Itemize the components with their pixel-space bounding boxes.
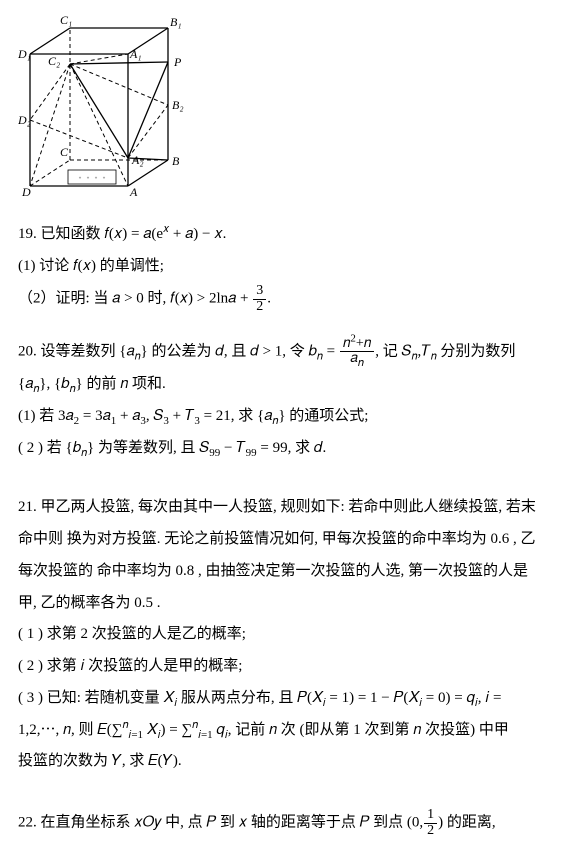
q22-l1a: 22. 在直角坐标系 𝑥𝑂𝑦 中, 点 𝑃 到 𝑥 轴的距离等于点 𝑃 到点 (… xyxy=(18,815,423,831)
q21-p3b: 服从两点分布, 且 𝑃(𝑋 xyxy=(177,690,323,706)
q21-part2: ( 2 ) 求第 𝑖 次投篮的人是甲的概率; xyxy=(18,653,548,681)
q20-stem-l2: {𝑎𝑛}, {𝑏𝑛} 的前 𝑛 项和. xyxy=(18,371,548,399)
q21-p4a: 1,2,⋯, 𝑛, 则 𝐸(∑ xyxy=(18,722,123,738)
q20-fd-a: 𝑎 xyxy=(350,351,358,366)
svg-text:A: A xyxy=(129,185,138,199)
q21-p3d: = 0) = 𝑞 xyxy=(422,690,475,706)
q20-s-a: 20. 设等差数列 {𝑎 xyxy=(18,343,135,359)
q20-p1g: } 的通项公式; xyxy=(278,408,368,424)
q19-p2b: . xyxy=(267,291,271,307)
q20-fn-c: +𝑛 xyxy=(356,336,371,351)
q19-part1: (1) 讨论 𝑓(𝑥) 的单调性; xyxy=(18,253,548,281)
q21-part3-l3: 投篮的次数为 𝑌, 求 𝐸(𝑌). xyxy=(18,748,548,776)
svg-text:﹡﹡﹡﹡: ﹡﹡﹡﹡ xyxy=(76,174,108,183)
q20-stem-l1: 20. 设等差数列 {𝑎𝑛} 的公差为 𝑑, 且 𝑑 > 1, 令 𝑏𝑛 = 𝑛… xyxy=(18,337,548,367)
q20-s-f: 分别为数列 xyxy=(437,343,516,359)
q20-part1: (1) 若 3𝑎2 = 3𝑎1 + 𝑎3, 𝑆3 + 𝑇3 = 21, 求 {𝑎… xyxy=(18,403,548,431)
q20-p1b: = 3𝑎 xyxy=(79,408,111,424)
q20-p2b: } 为等差数列, 且 𝑆 xyxy=(87,440,209,456)
svg-text:A₂: A₂ xyxy=(131,153,144,167)
q20-p1c: + 𝑎 xyxy=(116,408,140,424)
q19-stem-t1: 19. 已知函数 𝑓(𝑥) = 𝑎(e xyxy=(18,226,163,242)
q20-s-c: = xyxy=(323,343,339,359)
q21-p4-low2: 𝑖=1 xyxy=(198,729,213,741)
q19-frac-den: 2 xyxy=(253,300,266,315)
q19-part2: （2）证明: 当 𝑎 > 0 时, 𝑓(𝑥) > 2ln𝑎 + 32. xyxy=(18,284,548,314)
q21-p3c: = 1) = 1 − 𝑃(𝑋 xyxy=(326,690,420,706)
q19-frac: 32 xyxy=(253,284,266,314)
q19-p2a: （2）证明: 当 𝑎 > 0 时, 𝑓(𝑥) > 2ln𝑎 + xyxy=(18,291,252,307)
q21-p4e: , 记前 𝑛 次 (即从第 1 次到第 𝑛 次投篮) 中甲 xyxy=(228,722,509,738)
q20-fd-n: 𝑛 xyxy=(358,357,364,369)
q20-l2b: }, {𝑏 xyxy=(39,376,69,392)
prism-figure: D A B C D₁ A₁ B₁ C₁ A₂ B₂ C₂ D₂ P ﹡﹡﹡﹡ xyxy=(18,10,548,211)
q22-l1b: ) 的距离, xyxy=(438,815,496,831)
q20-s-b: } 的公差为 𝑑, 且 𝑑 > 1, 令 𝑏 xyxy=(141,343,317,359)
q20-s-e: ,𝑇 xyxy=(417,343,430,359)
q20-frac: 𝑛2+𝑛𝑎𝑛 xyxy=(340,337,374,367)
svg-text:D₂: D₂ xyxy=(18,113,31,127)
q21-l1: 21. 甲乙两人投篮, 每次由其中一人投篮, 规则如下: 若命中则此人继续投篮,… xyxy=(18,494,548,522)
q22-l1: 22. 在直角坐标系 𝑥𝑂𝑦 中, 点 𝑃 到 𝑥 轴的距离等于点 𝑃 到点 (… xyxy=(18,808,548,838)
q20-p1f: = 21, 求 {𝑎 xyxy=(200,408,273,424)
q21-p4-low1: 𝑖=1 xyxy=(128,729,143,741)
prism-svg: D A B C D₁ A₁ B₁ C₁ A₂ B₂ C₂ D₂ P ﹡﹡﹡﹡ xyxy=(18,10,186,200)
q20-part2: ( 2 ) 若 {𝑏𝑛} 为等差数列, 且 𝑆99 − 𝑇99 = 99, 求 … xyxy=(18,435,548,463)
svg-text:D₁: D₁ xyxy=(18,47,31,61)
svg-text:C: C xyxy=(60,145,69,159)
q20-p2-t99: 99 xyxy=(246,447,257,459)
q20-p2d: = 99, 求 𝑑. xyxy=(257,440,327,456)
q20-frac-den: 𝑎𝑛 xyxy=(340,352,374,367)
q21-p4b: 𝑋 xyxy=(143,722,158,738)
q21-part1: ( 1 ) 求第 2 次投篮的人是乙的概率; xyxy=(18,621,548,649)
q21-p4d: 𝑞 xyxy=(213,722,225,738)
q22-frac-num: 1 xyxy=(424,808,437,824)
q20-frac-num: 𝑛2+𝑛 xyxy=(340,337,374,353)
svg-text:D: D xyxy=(21,185,31,199)
q21-p4c: ) = ∑ xyxy=(160,722,192,738)
q20-p1d: , 𝑆 xyxy=(146,408,164,424)
q21-part3-l1: ( 3 ) 已知: 若随机变量 𝑋𝑖 服从两点分布, 且 𝑃(𝑋𝑖 = 1) =… xyxy=(18,685,548,713)
q20-p2a: ( 2 ) 若 {𝑏 xyxy=(18,440,81,456)
q20-p2-s99: 99 xyxy=(209,447,220,459)
svg-text:C₂: C₂ xyxy=(48,54,60,68)
q21-l3: 每次投篮的 命中率均为 0.8 , 由抽签决定第一次投篮的人选, 第一次投篮的人… xyxy=(18,558,548,586)
svg-text:P: P xyxy=(173,55,182,69)
q22-frac: 12 xyxy=(424,808,437,838)
q21-l4: 甲, 乙的概率各为 0.5 . xyxy=(18,590,548,618)
q20-p2c: − 𝑇 xyxy=(220,440,245,456)
q20-p1e: + 𝑇 xyxy=(169,408,194,424)
svg-text:B: B xyxy=(172,154,180,168)
q20-l2a: {𝑎 xyxy=(18,376,33,392)
svg-text:B₂: B₂ xyxy=(172,98,184,112)
q20-p1a: (1) 若 3𝑎 xyxy=(18,408,74,424)
q19-stem-t2: + 𝑎) − 𝑥. xyxy=(169,226,226,242)
q21-part3-l2: 1,2,⋯, 𝑛, 则 𝐸(∑𝑛𝑖=1 𝑋𝑖) = ∑𝑛𝑖=1 𝑞𝑖, 记前 𝑛… xyxy=(18,717,548,745)
q19-stem: 19. 已知函数 𝑓(𝑥) = 𝑎(e𝑥 + 𝑎) − 𝑥. xyxy=(18,221,548,249)
q19-frac-num: 3 xyxy=(253,284,266,300)
q21-l2: 命中则 换为对方投篮. 无论之前投篮情况如何, 甲每次投篮的命中率均为 0.6 … xyxy=(18,526,548,554)
svg-text:B₁: B₁ xyxy=(170,15,182,29)
q20-l2c: } 的前 𝑛 项和. xyxy=(76,376,166,392)
svg-text:C₁: C₁ xyxy=(60,13,72,27)
q22-frac-den: 2 xyxy=(424,824,437,839)
q21-p3a: ( 3 ) 已知: 若随机变量 𝑋 xyxy=(18,690,174,706)
q21-p3e: , 𝑖 = xyxy=(478,690,502,706)
q20-s-d: , 记 𝑆 xyxy=(375,343,411,359)
svg-text:A₁: A₁ xyxy=(129,47,142,61)
